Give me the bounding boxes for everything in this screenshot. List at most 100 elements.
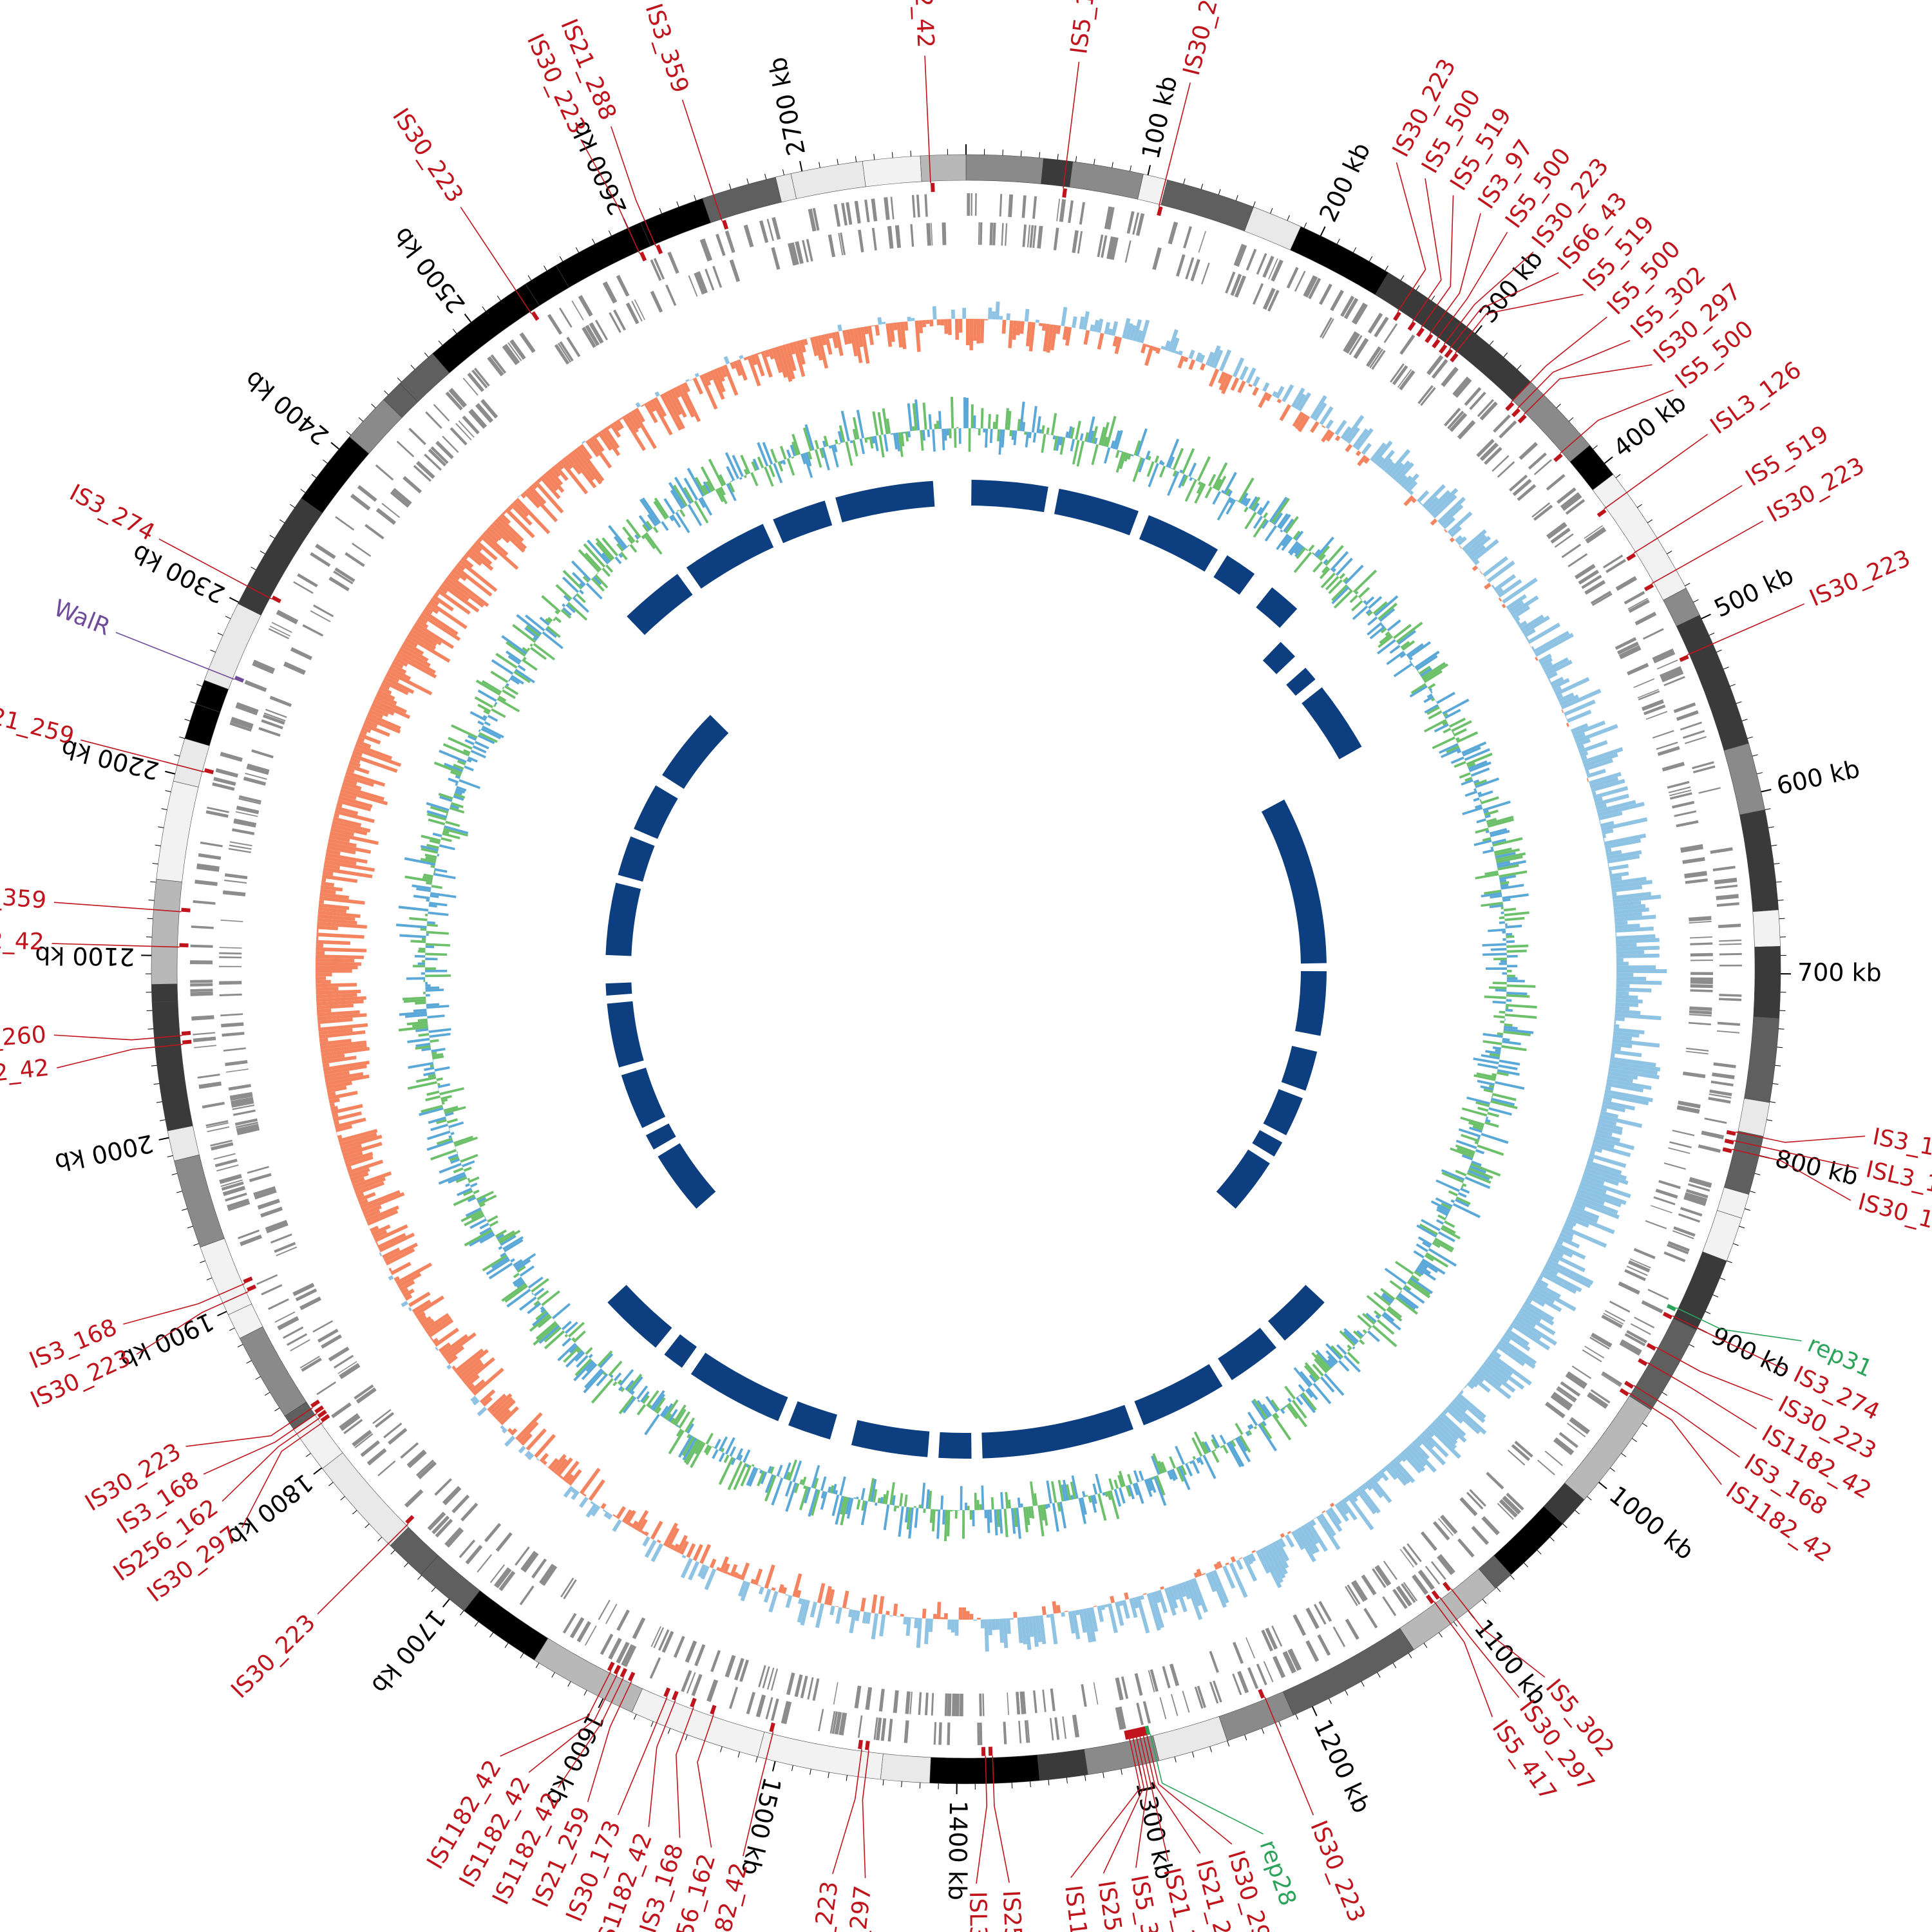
gene-block bbox=[1124, 240, 1132, 263]
gc-skew-bar bbox=[420, 1316, 432, 1326]
gc-content-bar bbox=[1115, 451, 1125, 473]
minor-tick bbox=[1756, 772, 1763, 775]
gc-skew-bar bbox=[802, 338, 808, 346]
gc-content-bar bbox=[883, 434, 889, 452]
gc-skew-bar bbox=[1579, 751, 1589, 757]
gene-block bbox=[802, 240, 809, 263]
gc-content-bar bbox=[723, 1454, 730, 1463]
gene-block bbox=[1183, 226, 1192, 249]
gc-content-bar bbox=[541, 1290, 560, 1307]
gc-content-bar bbox=[893, 433, 898, 450]
gc-skew-bar bbox=[1225, 1562, 1229, 1566]
gc-content-bar bbox=[1499, 916, 1505, 920]
gene-block bbox=[781, 1701, 790, 1724]
gene-block bbox=[1142, 1701, 1151, 1724]
gc-skew-bar bbox=[1598, 1118, 1617, 1126]
ideogram-segment bbox=[862, 155, 922, 187]
gene-block bbox=[971, 193, 972, 216]
gc-skew-bar bbox=[320, 885, 343, 892]
minor-tick bbox=[535, 1663, 540, 1669]
gc-skew-bar bbox=[736, 1573, 742, 1580]
gc-content-bar bbox=[440, 1095, 452, 1101]
gc-content-bar bbox=[1343, 1328, 1359, 1343]
gc-skew-bar bbox=[1545, 659, 1573, 677]
gc-content-bar bbox=[1131, 454, 1134, 457]
gc-content-bar bbox=[1181, 475, 1189, 487]
gc-content-bar bbox=[732, 455, 744, 477]
gc-skew-bar bbox=[1278, 1538, 1286, 1548]
gc-content-bar bbox=[1478, 790, 1493, 798]
gc-content-bar bbox=[449, 1128, 450, 1131]
gc-skew-bar bbox=[813, 336, 823, 361]
gc-skew-bar bbox=[1387, 1463, 1408, 1486]
gene-block bbox=[1557, 487, 1577, 504]
gc-content-bar bbox=[1377, 639, 1396, 655]
feature-mark bbox=[1638, 1358, 1648, 1367]
gc-content-bar bbox=[1052, 435, 1056, 440]
gc-skew-bar bbox=[1212, 1569, 1229, 1604]
gc-content-bar bbox=[703, 481, 711, 494]
gene-block bbox=[247, 763, 270, 773]
gc-content-bar bbox=[1496, 860, 1511, 866]
gc-content-bar bbox=[1438, 1231, 1455, 1243]
gc-skew-bar bbox=[733, 1571, 739, 1578]
gc-skew-bar bbox=[559, 1475, 564, 1479]
gc-content-bar bbox=[1435, 1179, 1460, 1192]
gc-content-bar bbox=[1211, 1439, 1218, 1450]
gc-content-bar bbox=[542, 631, 564, 649]
gene-block bbox=[1032, 196, 1037, 219]
gc-content-bar bbox=[663, 498, 676, 515]
gc-skew-bar bbox=[453, 1348, 484, 1374]
gc-skew-bar bbox=[757, 1584, 761, 1587]
gc-content-bar bbox=[1178, 474, 1186, 488]
gc-skew-bar bbox=[1616, 965, 1656, 969]
gc-skew-bar bbox=[1206, 1572, 1217, 1593]
feature-mark bbox=[1141, 1726, 1147, 1736]
gc-skew-bar bbox=[410, 628, 437, 647]
gc-skew-bar bbox=[1449, 537, 1455, 543]
gc-content-bar bbox=[835, 1495, 844, 1525]
gene-block bbox=[402, 476, 422, 494]
gc-content-bar bbox=[802, 427, 813, 451]
gc-content-bar bbox=[1132, 457, 1143, 482]
tick-label: 1100 kb bbox=[1469, 1614, 1553, 1710]
gene-block bbox=[982, 1693, 985, 1716]
tick-label: 2200 kb bbox=[58, 734, 162, 785]
gene-block bbox=[293, 581, 314, 594]
minor-tick bbox=[1766, 1119, 1773, 1121]
gc-content-bar bbox=[1352, 1346, 1356, 1350]
gc-skew-bar bbox=[1025, 321, 1032, 346]
gc-content-bar bbox=[1113, 1488, 1122, 1507]
gc-skew-bar bbox=[332, 820, 371, 833]
gc-skew-bar bbox=[1611, 1049, 1642, 1057]
gc-skew-bar bbox=[1028, 322, 1036, 352]
minor-tick bbox=[819, 162, 820, 168]
gc-skew-bar bbox=[1615, 1005, 1630, 1010]
gc-skew-bar bbox=[385, 1247, 415, 1266]
gc-skew-bar bbox=[817, 1583, 826, 1604]
gc-content-bar bbox=[1280, 1408, 1285, 1414]
gc-content-bar bbox=[1479, 799, 1482, 802]
gene-block bbox=[887, 225, 894, 249]
minor-tick bbox=[397, 377, 402, 383]
gc-content-bar bbox=[516, 614, 542, 636]
gene-block bbox=[1701, 1130, 1725, 1140]
gc-content-bar bbox=[882, 1494, 886, 1504]
gc-content-bar bbox=[426, 921, 435, 925]
minor-tick bbox=[1261, 1728, 1265, 1734]
gc-content-bar bbox=[1469, 1126, 1482, 1133]
gene-block bbox=[465, 1544, 482, 1564]
gc-content-bar bbox=[808, 1488, 819, 1517]
gene-block bbox=[1719, 994, 1742, 997]
gc-skew-bar bbox=[318, 903, 350, 911]
gc-skew-bar bbox=[339, 791, 357, 800]
gene-block bbox=[1209, 1681, 1219, 1704]
gc-skew-bar bbox=[325, 853, 368, 864]
gc-skew-bar bbox=[889, 1615, 893, 1616]
gc-content-bar bbox=[455, 1176, 468, 1183]
gc-content-bar bbox=[1305, 1388, 1313, 1398]
gc-content-bar bbox=[1253, 1398, 1268, 1420]
gc-content-bar bbox=[1091, 426, 1099, 444]
gc-skew-bar bbox=[326, 849, 341, 855]
gc-content-bar bbox=[734, 478, 737, 480]
